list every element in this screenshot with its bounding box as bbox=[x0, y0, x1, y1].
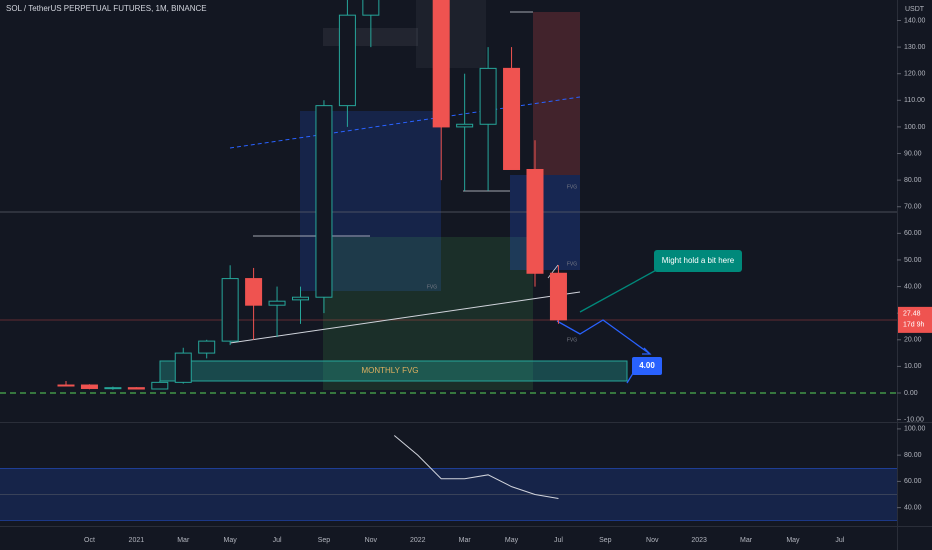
rsi-tick-label: 60.00 bbox=[904, 478, 922, 485]
y-tick-label: 80.00 bbox=[904, 177, 922, 184]
chart-title: SOL / TetherUS PERPETUAL FUTURES, 1M, BI… bbox=[6, 4, 207, 13]
target-text: 4.00 bbox=[639, 361, 655, 370]
x-tick-label: 2022 bbox=[410, 537, 426, 544]
fvg-box bbox=[416, 0, 486, 68]
candle-body bbox=[174, 352, 192, 383]
candle-body bbox=[104, 387, 122, 390]
x-tick-label: May bbox=[786, 537, 800, 544]
callout-pointer bbox=[579, 267, 661, 313]
candle-body bbox=[456, 123, 474, 128]
y-tick-label: 40.00 bbox=[904, 283, 922, 290]
candle-body bbox=[479, 67, 497, 125]
zone-label: MONTHLY FVG bbox=[361, 366, 418, 375]
countdown: 17d 9h bbox=[903, 322, 925, 329]
y-tick-label: 140.00 bbox=[904, 17, 926, 24]
candle-body bbox=[245, 278, 263, 306]
projection-path bbox=[556, 319, 651, 355]
candle-body bbox=[198, 340, 216, 354]
y-tick-label: 10.00 bbox=[904, 363, 922, 370]
candle-body bbox=[338, 14, 356, 107]
callout-box bbox=[654, 250, 742, 272]
candle-body bbox=[549, 272, 567, 321]
rsi-line bbox=[393, 435, 559, 499]
x-tick-label: Jul bbox=[554, 537, 563, 544]
x-tick-label: Mar bbox=[177, 537, 190, 544]
candle-body bbox=[503, 67, 521, 170]
monthly-fvg-zone bbox=[159, 360, 628, 382]
candle-body bbox=[432, 0, 450, 128]
y-tick-label: 130.00 bbox=[904, 44, 926, 51]
x-tick-label: Jul bbox=[273, 537, 282, 544]
arrow-head bbox=[642, 347, 652, 355]
x-tick-label: 2023 bbox=[691, 537, 707, 544]
y-tick-label: 0.00 bbox=[904, 390, 918, 397]
axis-unit: USDT bbox=[905, 6, 925, 13]
x-tick-label: Nov bbox=[365, 537, 378, 544]
y-tick-label: 70.00 bbox=[904, 204, 922, 211]
y-tick-label: 60.00 bbox=[904, 230, 922, 237]
x-tick-label: Mar bbox=[459, 537, 472, 544]
x-tick-label: Oct bbox=[84, 537, 95, 544]
candle-body bbox=[362, 0, 380, 16]
x-tick-label: Sep bbox=[318, 537, 331, 544]
rsi-tick-label: 40.00 bbox=[904, 504, 922, 511]
target-box bbox=[632, 357, 662, 375]
candle-body bbox=[292, 296, 309, 301]
fvg-label: FVG bbox=[567, 261, 577, 267]
candle-body bbox=[268, 300, 286, 306]
candle-body bbox=[80, 384, 98, 389]
fvg-label: FVG bbox=[427, 284, 437, 290]
y-tick-label: -10.00 bbox=[904, 416, 924, 423]
trend-line bbox=[229, 96, 581, 149]
x-tick-label: 2021 bbox=[129, 537, 145, 544]
x-tick-label: May bbox=[224, 537, 238, 544]
candles bbox=[57, 0, 567, 390]
candle-body bbox=[526, 168, 544, 274]
x-tick-label: May bbox=[505, 537, 519, 544]
x-tick-label: Jul bbox=[835, 537, 844, 544]
y-tick-label: 100.00 bbox=[904, 124, 926, 131]
last-price: 27.48 bbox=[903, 311, 921, 318]
y-tick-label: 50.00 bbox=[904, 257, 922, 264]
x-tick-label: Nov bbox=[646, 537, 659, 544]
fvg-box bbox=[533, 12, 580, 175]
fvg-label: FVG bbox=[567, 337, 577, 343]
trend-line bbox=[229, 291, 581, 344]
candle-body bbox=[127, 387, 145, 390]
callout-text: Might hold a bit here bbox=[662, 256, 735, 265]
y-tick-label: 90.00 bbox=[904, 150, 922, 157]
rsi-tick-label: 80.00 bbox=[904, 452, 922, 459]
candle-body bbox=[151, 381, 169, 390]
x-tick-label: Sep bbox=[599, 537, 612, 544]
candle-body bbox=[221, 278, 239, 342]
fvg-box bbox=[323, 237, 533, 390]
candle-body bbox=[315, 105, 333, 298]
y-tick-label: 110.00 bbox=[904, 97, 925, 104]
y-tick-label: 20.00 bbox=[904, 337, 922, 344]
rsi-tick-label: 100.00 bbox=[904, 426, 926, 433]
arrow bbox=[547, 264, 559, 279]
fvg-box bbox=[510, 175, 580, 270]
candle-body bbox=[57, 384, 75, 387]
drawings: MONTHLY FVG FVG FVG FVG FVG Might hold a… bbox=[0, 0, 897, 394]
y-tick-label: 120.00 bbox=[904, 71, 926, 78]
x-tick-label: Mar bbox=[740, 537, 753, 544]
fvg-label: FVG bbox=[567, 184, 577, 190]
rsi-pane bbox=[0, 435, 897, 522]
last-price-box bbox=[898, 306, 932, 333]
